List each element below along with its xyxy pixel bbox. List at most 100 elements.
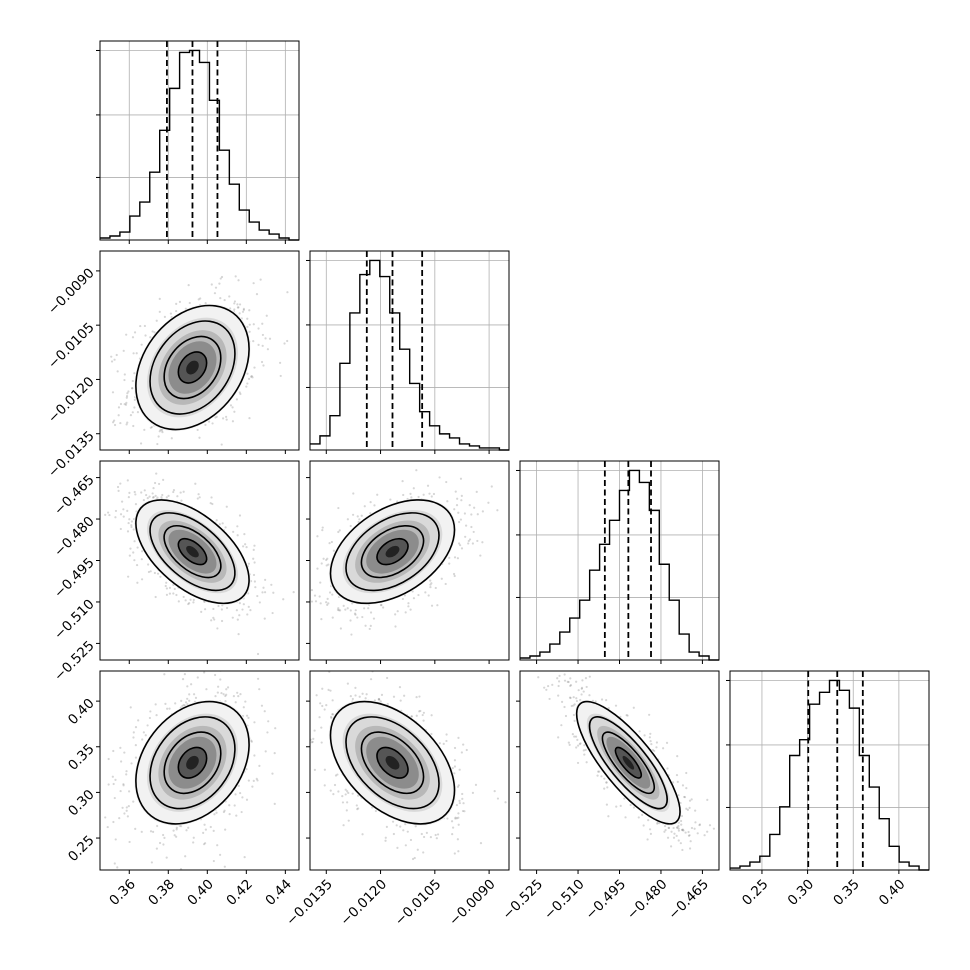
scatter-point [403, 694, 406, 697]
scatter-point [671, 781, 675, 784]
scatter-point [165, 587, 168, 590]
scatter-point [174, 702, 177, 705]
scatter-point [458, 520, 461, 524]
scatter-point [246, 613, 249, 616]
contour-line-0 [376, 746, 409, 779]
scatter-point [367, 607, 370, 610]
scatter-point [435, 837, 438, 840]
scatter-point [384, 839, 387, 842]
scatter-point [112, 782, 115, 786]
scatter-point [200, 610, 203, 613]
scatter-point [328, 591, 332, 594]
scatter-point [368, 627, 371, 631]
density-panel-2-3 [516, 670, 720, 874]
scatter-point [245, 714, 249, 717]
scatter-point [135, 563, 139, 567]
scatter-point [151, 830, 155, 833]
scatter-point [128, 790, 131, 793]
scatter-point [248, 323, 251, 326]
scatter-point [264, 578, 267, 581]
scatter-point [251, 785, 254, 788]
scatter-point [192, 601, 195, 604]
scatter-point [203, 671, 206, 674]
panel-frame [309, 670, 510, 871]
panel-content [296, 469, 499, 636]
scatter-point [436, 833, 440, 836]
scatter-point [687, 834, 691, 837]
scatter-point [354, 609, 357, 612]
scatter-point [341, 795, 344, 798]
scatter-point [296, 563, 298, 565]
scatter-point [248, 309, 251, 312]
scatter-point [203, 661, 205, 663]
scatter-point [233, 308, 236, 311]
scatter-point [192, 693, 196, 696]
scatter-point [134, 493, 137, 496]
scatter-point [175, 309, 178, 313]
scatter-point [410, 496, 413, 499]
scatter-point [188, 602, 191, 605]
scatter-point [219, 678, 222, 681]
scatter-point [114, 516, 117, 519]
scatter-point [175, 835, 178, 838]
scatter-point [192, 841, 195, 844]
scatter-point [436, 604, 439, 607]
scatter-point [165, 593, 169, 596]
scatter-point [430, 604, 434, 607]
scatter-point [304, 591, 306, 593]
scatter-point [350, 633, 353, 636]
scatter-point [187, 283, 190, 287]
density-level-5 [385, 545, 400, 558]
scatter-point [320, 562, 323, 565]
scatter-point [234, 793, 237, 796]
scatter-point [151, 330, 154, 333]
scatter-point [126, 815, 129, 818]
scatter-point [133, 559, 136, 562]
scatter-point [385, 825, 388, 828]
contour-line-1 [163, 525, 222, 579]
scatter-point [142, 498, 145, 502]
scatter-point [110, 360, 114, 363]
scatter-point [214, 286, 218, 289]
scatter-point [140, 830, 143, 833]
scatter-point [145, 493, 148, 497]
scatter-point [168, 586, 172, 589]
scatter-point [321, 704, 324, 708]
scatter-point [132, 424, 135, 428]
scatter-point [242, 603, 245, 606]
scatter-point [337, 790, 340, 793]
scatter-point [448, 562, 451, 565]
scatter-point [649, 740, 652, 743]
scatter-point [113, 423, 117, 427]
scatter-point [664, 828, 667, 832]
scatter-point [242, 706, 245, 709]
scatter-point [119, 746, 122, 749]
scatter-point [299, 730, 301, 732]
scatter-point [107, 511, 110, 514]
scatter-point [320, 741, 323, 744]
scatter-point [457, 874, 459, 876]
scatter-point [331, 593, 334, 596]
scatter-point [237, 694, 240, 698]
scatter-point [122, 349, 125, 352]
scatter-point [140, 558, 143, 561]
scatter-point [210, 496, 213, 499]
scatter-point [188, 301, 191, 305]
scatter-point [404, 823, 407, 826]
scatter-point [198, 436, 201, 439]
scatter-point [270, 583, 273, 586]
scatter-point [290, 739, 292, 741]
scatter-point [134, 744, 137, 747]
scatter-point [106, 825, 109, 829]
scatter-point [146, 724, 149, 727]
scatter-point [537, 676, 540, 679]
scatter-point [327, 688, 330, 691]
scatter-point [389, 498, 392, 501]
scatter-point [356, 808, 359, 811]
panel-content [537, 673, 715, 852]
scatter-point [243, 856, 246, 859]
scatter-point [407, 602, 410, 605]
scatter-point [236, 534, 239, 537]
scatter-point [158, 841, 162, 845]
hist-steps-1 [310, 259, 510, 451]
